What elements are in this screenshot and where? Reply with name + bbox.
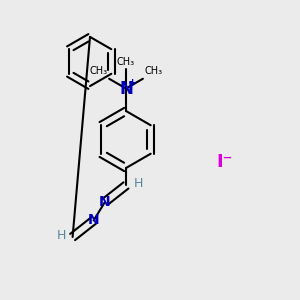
- Text: N: N: [88, 214, 99, 227]
- Text: CH₃: CH₃: [89, 66, 108, 76]
- Text: H: H: [57, 229, 66, 242]
- Text: N: N: [99, 195, 111, 209]
- Text: N: N: [119, 80, 133, 98]
- Text: +: +: [128, 77, 137, 88]
- Text: H: H: [134, 177, 143, 190]
- Text: CH₃: CH₃: [117, 57, 135, 67]
- Text: CH₃: CH₃: [144, 66, 163, 76]
- Text: I⁻: I⁻: [217, 153, 233, 171]
